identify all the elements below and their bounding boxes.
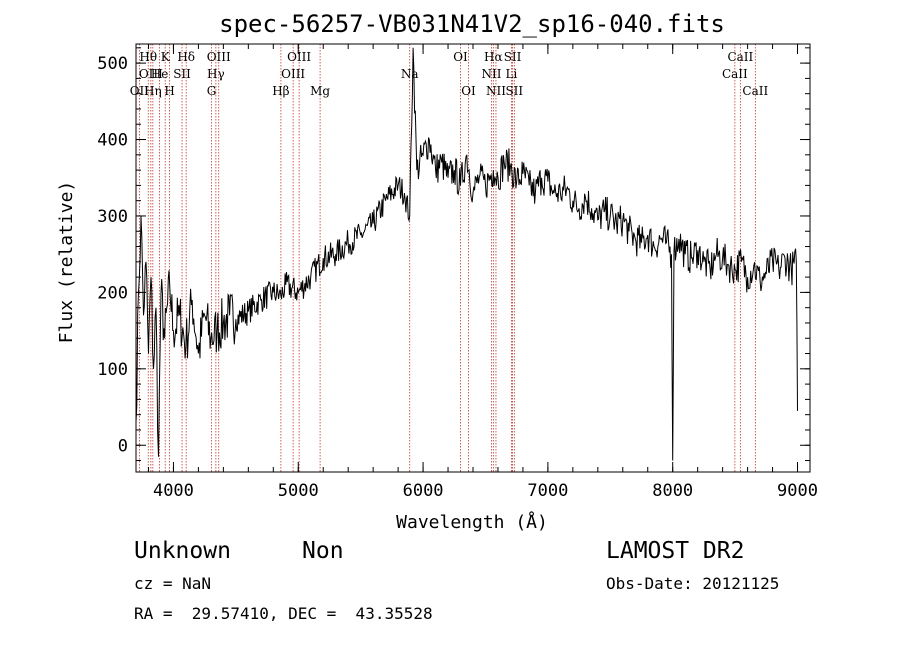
spectral-line-label: G — [207, 84, 217, 98]
spectral-line-label: Hη — [144, 84, 162, 98]
spectral-line-label: Hα — [484, 50, 503, 64]
spectral-line-label: OIII — [281, 67, 305, 81]
y-tick-label: 100 — [97, 360, 128, 380]
spectral-line-label: SII — [504, 50, 522, 64]
x-tick-label: 8000 — [652, 481, 693, 501]
y-tick-label: 0 — [118, 436, 128, 456]
spectral-line-label: OIII — [287, 50, 311, 64]
spectral-line-label: SII — [173, 67, 191, 81]
y-axis-ticks: 0 100 200 300 400 500 — [97, 47, 810, 462]
y-tick-label: 300 — [97, 207, 128, 227]
object-class: Unknown — [134, 538, 231, 564]
spectral-line-label: OI — [453, 50, 468, 64]
spectral-line-label: K — [161, 50, 171, 64]
plot-frame — [135, 43, 811, 473]
spectral-line-label: CaII — [727, 50, 753, 64]
spectral-line-label: Hβ — [272, 84, 289, 98]
spectral-line-label: Mg — [310, 84, 330, 98]
spectral-line-markers — [138, 44, 756, 472]
spectral-line-label: CaII — [742, 84, 768, 98]
x-tick-label: 7000 — [527, 481, 568, 501]
spectral-line-label: SII — [505, 84, 523, 98]
spectral-line-label: NII — [481, 67, 501, 81]
spectral-line-label: OII — [130, 84, 150, 98]
y-axis-label: Flux (relative) — [56, 181, 77, 344]
spectral-line-label: Hδ — [177, 50, 195, 64]
spectral-line-label: NII — [486, 84, 506, 98]
obs-date: Obs-Date: 20121125 — [606, 574, 780, 593]
x-tick-label: 5000 — [278, 481, 319, 501]
y-tick-label: 200 — [97, 283, 128, 303]
x-axis-ticks: 4000 5000 6000 7000 8000 9000 — [147, 44, 818, 501]
spectral-line-label: OI — [461, 84, 476, 98]
object-subclass: Non — [302, 538, 344, 564]
spectral-line-label: OIII — [139, 67, 163, 81]
coordinates: RA = 29.57410, DEC = 43.35528 — [134, 604, 433, 623]
spectral-line-labels: OII Hθ OIII Hη He K H SII Hδ G Hγ OIII Hβ OIII OIII Mg N… — [130, 50, 769, 98]
spectral-line-label: Hγ — [207, 67, 225, 81]
spectral-line-label: CaII — [722, 67, 748, 81]
x-tick-label: 6000 — [403, 481, 444, 501]
x-tick-label: 9000 — [777, 481, 818, 501]
spectral-line-label: Na — [401, 67, 419, 81]
redshift-text: cz = NaN — [134, 574, 212, 593]
spectrum-line — [135, 47, 798, 461]
spectral-line-label: H — [164, 84, 174, 98]
y-tick-label: 400 — [97, 131, 128, 151]
survey-name: LAMOST DR2 — [606, 538, 745, 564]
spectral-line-label: He — [151, 67, 169, 81]
y-tick-label: 500 — [97, 54, 128, 74]
spectral-line-label: OIII — [207, 50, 231, 64]
x-axis-label: Wavelength (Å) — [396, 511, 548, 533]
spectral-line-label: Li — [506, 67, 518, 81]
chart-title: spec-56257-VB031N41V2_sp16-040.fits — [219, 10, 725, 38]
x-tick-label: 4000 — [153, 481, 194, 501]
spectral-line-label: Hθ — [139, 50, 157, 64]
